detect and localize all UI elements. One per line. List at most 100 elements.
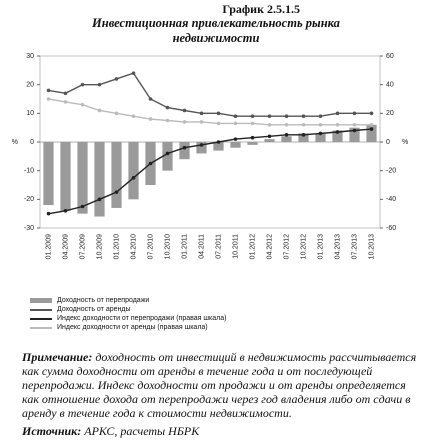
line-marker: [114, 77, 119, 81]
y-unit: %: [12, 139, 18, 146]
line-marker: [80, 82, 85, 87]
line-marker: [335, 123, 340, 127]
line-marker: [80, 102, 85, 107]
y-tick-label: -10: [24, 168, 34, 175]
line-marker: [63, 209, 68, 213]
line-marker: [46, 211, 51, 216]
bar: [94, 142, 105, 217]
line-marker: [369, 123, 374, 127]
legend-label: Доходность от перепродажи: [57, 297, 150, 304]
line-marker: [46, 97, 51, 101]
bar: [111, 142, 122, 208]
line-marker: [80, 204, 85, 209]
x-tick-label: 01.2012: [249, 234, 256, 259]
line-marker: [267, 134, 272, 139]
line-marker: [182, 145, 187, 150]
line-marker: [318, 123, 323, 127]
line-marker: [318, 114, 323, 118]
figure-label: График 2.5.1.5: [222, 2, 300, 16]
line-marker: [46, 88, 51, 93]
line-marker: [97, 82, 102, 87]
line-marker: [318, 131, 323, 136]
line-marker: [199, 111, 204, 116]
line-marker: [301, 123, 306, 127]
line-marker: [267, 114, 272, 118]
line-marker: [114, 190, 119, 194]
bar: [128, 142, 139, 200]
line-marker: [352, 123, 357, 127]
source-text: АРКС, расчеты НБРК: [84, 424, 200, 438]
x-tick-label: 01.2009: [45, 234, 52, 259]
line-marker: [250, 121, 255, 126]
y-tick-label: 0: [30, 139, 34, 146]
x-tick-label: 04.2013: [334, 234, 341, 259]
line-marker: [369, 111, 374, 116]
y2-tick-label: -20: [386, 168, 396, 175]
line-marker: [233, 121, 238, 126]
y2-tick-label: -40: [386, 196, 396, 203]
line-marker: [97, 108, 102, 113]
line-marker: [284, 133, 289, 137]
line-marker: [63, 100, 68, 104]
line-marker: [284, 114, 289, 118]
y-tick-label: -20: [24, 196, 34, 203]
line-marker: [199, 120, 204, 124]
line-marker: [284, 123, 289, 127]
line-marker: [199, 143, 204, 147]
legend-item: Доходность от перепродажи: [30, 296, 410, 305]
line-marker: [267, 123, 272, 127]
line-marker: [182, 120, 187, 124]
legend-swatch: [30, 326, 52, 329]
legend-label: Индекс доходности от перепродажи (правая…: [57, 315, 227, 322]
y-tick-label: 10: [26, 110, 34, 117]
line-marker: [216, 140, 221, 144]
line-marker: [165, 105, 170, 110]
line-marker: [250, 114, 255, 118]
bar: [43, 142, 54, 206]
chart-title: Инвестиционная привлекательность рынка н…: [92, 16, 340, 45]
line-marker: [216, 111, 221, 116]
x-tick-label: 04.2009: [62, 234, 69, 259]
x-tick-label: 07.2012: [283, 234, 290, 259]
legend-item: Индекс доходности от перепродажи (правая…: [30, 314, 410, 323]
x-tick-label: 10.2011: [232, 234, 239, 259]
legend: Доходность от перепродажи Доходность от а…: [30, 296, 410, 332]
legend-item: Доходность от аренды: [30, 305, 410, 314]
line-marker: [97, 197, 102, 202]
bar: [264, 139, 275, 142]
x-tick-label: 07.2009: [79, 234, 86, 259]
line-marker: [131, 71, 136, 75]
y-tick-label: 30: [26, 53, 34, 60]
y-tick-label: 20: [26, 82, 34, 89]
line-marker: [216, 121, 221, 126]
legend-label: Индекс доходности от аренды (правая шкал…: [57, 324, 208, 331]
x-tick-label: 07.2011: [215, 234, 222, 259]
source-label: Источник:: [22, 424, 82, 438]
line-marker: [335, 130, 340, 134]
line-marker: [131, 176, 136, 180]
line-marker: [148, 161, 153, 166]
bar: [315, 133, 326, 142]
legend-label: Доходность от аренды: [57, 306, 131, 313]
line-marker: [114, 111, 119, 116]
line-marker: [148, 97, 153, 101]
note-label: Примечание:: [22, 350, 93, 364]
y2-tick-label: 20: [386, 110, 394, 117]
x-tick-label: 04.2012: [266, 234, 273, 259]
bar: [213, 142, 224, 151]
x-tick-label: 10.2012: [300, 234, 307, 259]
x-tick-label: 07.2010: [147, 234, 154, 259]
line-marker: [352, 128, 357, 133]
y2-tick-label: 60: [386, 53, 394, 60]
legend-swatch: [30, 298, 52, 303]
line-marker: [131, 114, 136, 118]
line-marker: [250, 135, 255, 140]
line-marker: [335, 111, 340, 116]
bar: [77, 142, 88, 214]
x-tick-label: 04.2011: [198, 234, 205, 259]
legend-swatch: [30, 317, 52, 320]
bar: [60, 142, 71, 211]
line-marker: [301, 114, 306, 118]
line-marker: [148, 117, 153, 121]
